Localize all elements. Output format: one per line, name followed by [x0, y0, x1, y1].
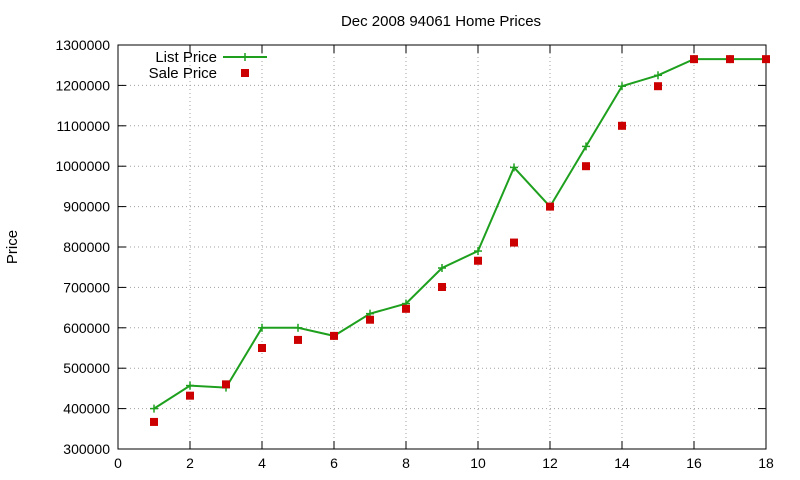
data-point	[546, 202, 554, 211]
data-point	[510, 163, 518, 172]
data-point	[762, 55, 770, 64]
data-point	[618, 121, 626, 130]
y-tick-label: 1100000	[57, 118, 111, 134]
legend-label: Sale Price	[149, 65, 217, 82]
y-tick-label: 1200000	[55, 77, 110, 93]
x-tick-label: 14	[614, 455, 630, 471]
series-sale-price	[150, 55, 770, 426]
legend-marker	[241, 53, 249, 61]
x-tick-label: 16	[686, 455, 702, 471]
data-point	[258, 344, 266, 352]
data-point	[402, 304, 410, 313]
y-tick-label: 800000	[63, 239, 110, 255]
legend-marker	[241, 69, 249, 77]
data-point	[150, 417, 158, 426]
data-point	[438, 282, 446, 291]
y-tick-label: 300000	[63, 441, 110, 457]
data-point	[294, 323, 302, 332]
grid	[118, 45, 766, 449]
data-point	[222, 380, 230, 389]
y-tick-label: 500000	[63, 360, 110, 376]
x-tick-label: 12	[542, 455, 558, 471]
y-axis-label: Price	[4, 230, 21, 264]
axes: 0 2 4 6 8 10 12 14 16 18 300000 400000 500000 600000 7…	[55, 37, 774, 471]
y-tick-label: 600000	[63, 320, 110, 336]
x-tick-label: 4	[258, 455, 266, 471]
data-point	[186, 391, 194, 400]
y-tick-label: 1000000	[55, 158, 110, 174]
data-point	[654, 82, 662, 91]
data-point	[654, 71, 662, 80]
series-list-price	[150, 55, 770, 413]
data-point	[690, 55, 698, 64]
data-point	[474, 256, 482, 265]
data-point	[726, 55, 734, 64]
data-point	[438, 264, 446, 273]
series	[150, 55, 770, 426]
y-tick-label: 400000	[63, 401, 110, 417]
data-point	[618, 82, 626, 91]
data-point	[474, 247, 482, 256]
data-point	[258, 323, 266, 332]
data-point	[582, 162, 590, 171]
data-point	[150, 404, 158, 413]
y-tick-label: 1300000	[55, 37, 110, 53]
data-point	[510, 238, 518, 247]
data-point	[294, 335, 302, 344]
x-tick-label: 6	[330, 455, 338, 471]
data-point	[330, 331, 338, 340]
x-tick-label: 10	[470, 455, 486, 471]
chart-title: Dec 2008 94061 Home Prices	[341, 13, 541, 30]
legend-label: List Price	[155, 49, 217, 66]
x-tick-label: 0	[114, 455, 122, 471]
x-tick-label: 2	[186, 455, 194, 471]
data-point	[186, 381, 194, 390]
x-tick-label: 18	[758, 455, 774, 471]
x-tick-label: 8	[402, 455, 410, 471]
data-point	[582, 142, 590, 151]
y-tick-label: 700000	[63, 279, 110, 295]
data-point	[366, 315, 374, 324]
y-tick-label: 900000	[63, 199, 110, 215]
series-line	[153, 58, 766, 410]
